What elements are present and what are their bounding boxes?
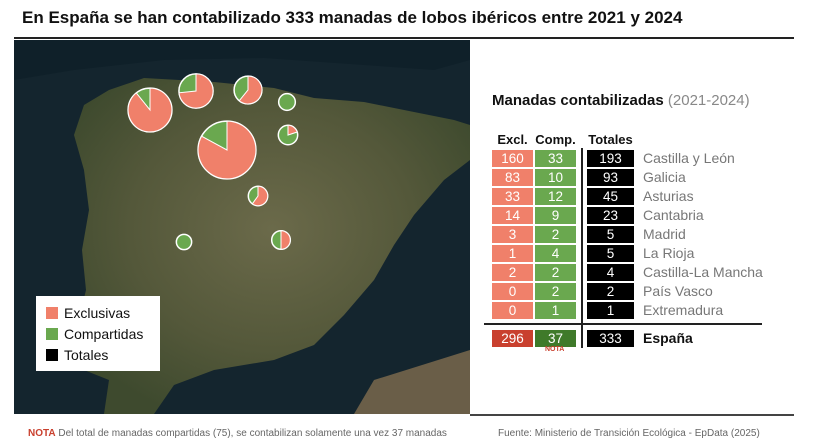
footer-nota-label: NOTA [28,428,56,439]
cell-total: 5 [587,245,634,262]
legend-label: Totales [64,346,109,363]
total-region: España [643,330,693,346]
region-name: Asturias [643,188,694,204]
pie-asturias [178,73,214,109]
region-name: Cantabria [643,207,704,223]
iberian-peninsula [74,78,470,414]
footer-source: Fuente: Ministerio de Transición Ecológi… [498,428,760,439]
cell-comp: 9 [535,207,576,224]
region-name: Extremadura [643,302,724,318]
pie-castilla-y-león [197,120,257,180]
region-name: Castilla y León [643,150,735,166]
pie-cantabria [233,75,263,105]
nota-marker: NOTA [545,346,565,353]
pie-slice-exclusivas [197,120,257,180]
cell-excl: 2 [492,264,533,281]
africa [354,350,470,414]
cell-excl: 0 [492,302,533,319]
cell-total: 93 [587,169,634,186]
cell-comp: 10 [535,169,576,186]
footer-note: NOTA Del total de manadas compartidas (7… [28,428,447,439]
cell-total: 193 [587,150,634,167]
cell-total: 5 [587,226,634,243]
legend: Exclusivas Compartidas Totales [36,296,160,371]
title-rule [14,37,794,39]
cell-comp: 33 [535,150,576,167]
map [14,40,470,414]
pie-slice-exclusivas [127,87,173,133]
cell-excl: 14 [492,207,533,224]
column-divider [581,148,583,348]
pie-galicia [127,87,173,133]
cell-excl: 33 [492,188,533,205]
page-title: En España se han contabilizado 333 manad… [22,8,683,27]
pie-slice-exclusivas [178,73,214,109]
panel-title: Manadas contabilizadas (2021-2024) [492,92,750,109]
sea-north [14,40,470,80]
panel-title-text: Manadas contabilizadas [492,92,664,109]
cell-excl: 3 [492,226,533,243]
cell-excl: 83 [492,169,533,186]
pie-layer [127,73,299,251]
pie-slice-compartidas [277,92,297,112]
cell-total: 23 [587,207,634,224]
cell-total: 1 [587,302,634,319]
cell-excl: 1 [492,245,533,262]
total-divider [484,323,762,325]
panel-period: (2021-2024) [667,92,750,109]
bottom-rule [470,414,794,416]
region-name: Galicia [643,169,686,185]
legend-label: Exclusivas [64,304,131,321]
legend-item-compartidas: Compartidas [46,323,160,344]
pie-slice-exclusivas [287,124,298,136]
cell-total: 4 [587,264,634,281]
region-name: Castilla-La Mancha [643,264,763,280]
footer-nota-text: Del total de manadas compartidas (75), s… [58,428,447,439]
legend-label: Compartidas [64,325,144,342]
pie-slice-compartidas [175,233,193,251]
cell-comp: 2 [535,226,576,243]
cell-excl: 160 [492,150,533,167]
pie-extremadura [175,233,193,251]
cell-excl: 0 [492,283,533,300]
pie-slice-exclusivas [238,75,263,105]
cell-comp: 2 [535,283,576,300]
total-comp: 37 [535,330,576,347]
region-name: País Vasco [643,283,713,299]
total-total: 333 [587,330,634,347]
pie-slice-exclusivas [280,230,291,250]
total-excl: 296 [492,330,533,347]
region-name: La Rioja [643,245,695,261]
legend-item-totales: Totales [46,344,160,365]
cell-comp: 2 [535,264,576,281]
pie-país-vasco [277,92,297,112]
pie-la-rioja [277,124,299,146]
pie-castilla-la-mancha [270,229,292,251]
pie-madrid [247,185,269,207]
cell-comp: 4 [535,245,576,262]
header-comp: Comp. [535,132,576,147]
header-excl: Excl. [497,132,528,147]
pie-slice-exclusivas [251,185,269,207]
table-panel: Manadas contabilizadas (2021-2024) Excl.… [492,92,763,347]
cell-total: 2 [587,283,634,300]
cell-total: 45 [587,188,634,205]
region-name: Madrid [643,226,686,242]
header-totales: Totales [588,132,633,147]
legend-item-exclusivas: Exclusivas [46,302,160,323]
cell-comp: 12 [535,188,576,205]
cell-comp: 1 [535,302,576,319]
